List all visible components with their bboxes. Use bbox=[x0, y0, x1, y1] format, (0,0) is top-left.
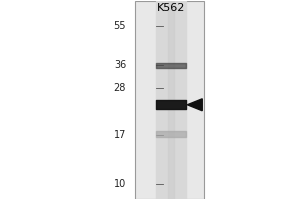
Polygon shape bbox=[187, 99, 202, 111]
Text: 36: 36 bbox=[114, 60, 126, 70]
Text: 17: 17 bbox=[114, 130, 126, 140]
FancyBboxPatch shape bbox=[135, 1, 204, 199]
Bar bbox=[156, 1, 186, 199]
Text: K562: K562 bbox=[157, 3, 185, 13]
Text: 28: 28 bbox=[114, 83, 126, 93]
Text: 55: 55 bbox=[114, 21, 126, 31]
Bar bbox=[168, 1, 174, 199]
Text: 10: 10 bbox=[114, 179, 126, 189]
